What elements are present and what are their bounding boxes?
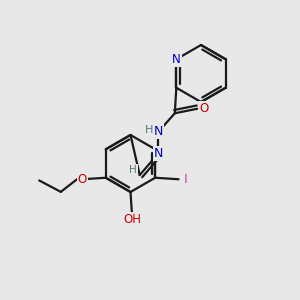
Text: N: N [154,125,163,138]
Text: N: N [154,147,163,160]
Text: H: H [145,125,154,135]
Text: N: N [172,53,181,66]
Text: I: I [183,173,187,186]
Text: O: O [199,102,208,115]
Text: H: H [129,165,137,175]
Text: OH: OH [123,213,141,226]
Text: O: O [78,173,87,186]
